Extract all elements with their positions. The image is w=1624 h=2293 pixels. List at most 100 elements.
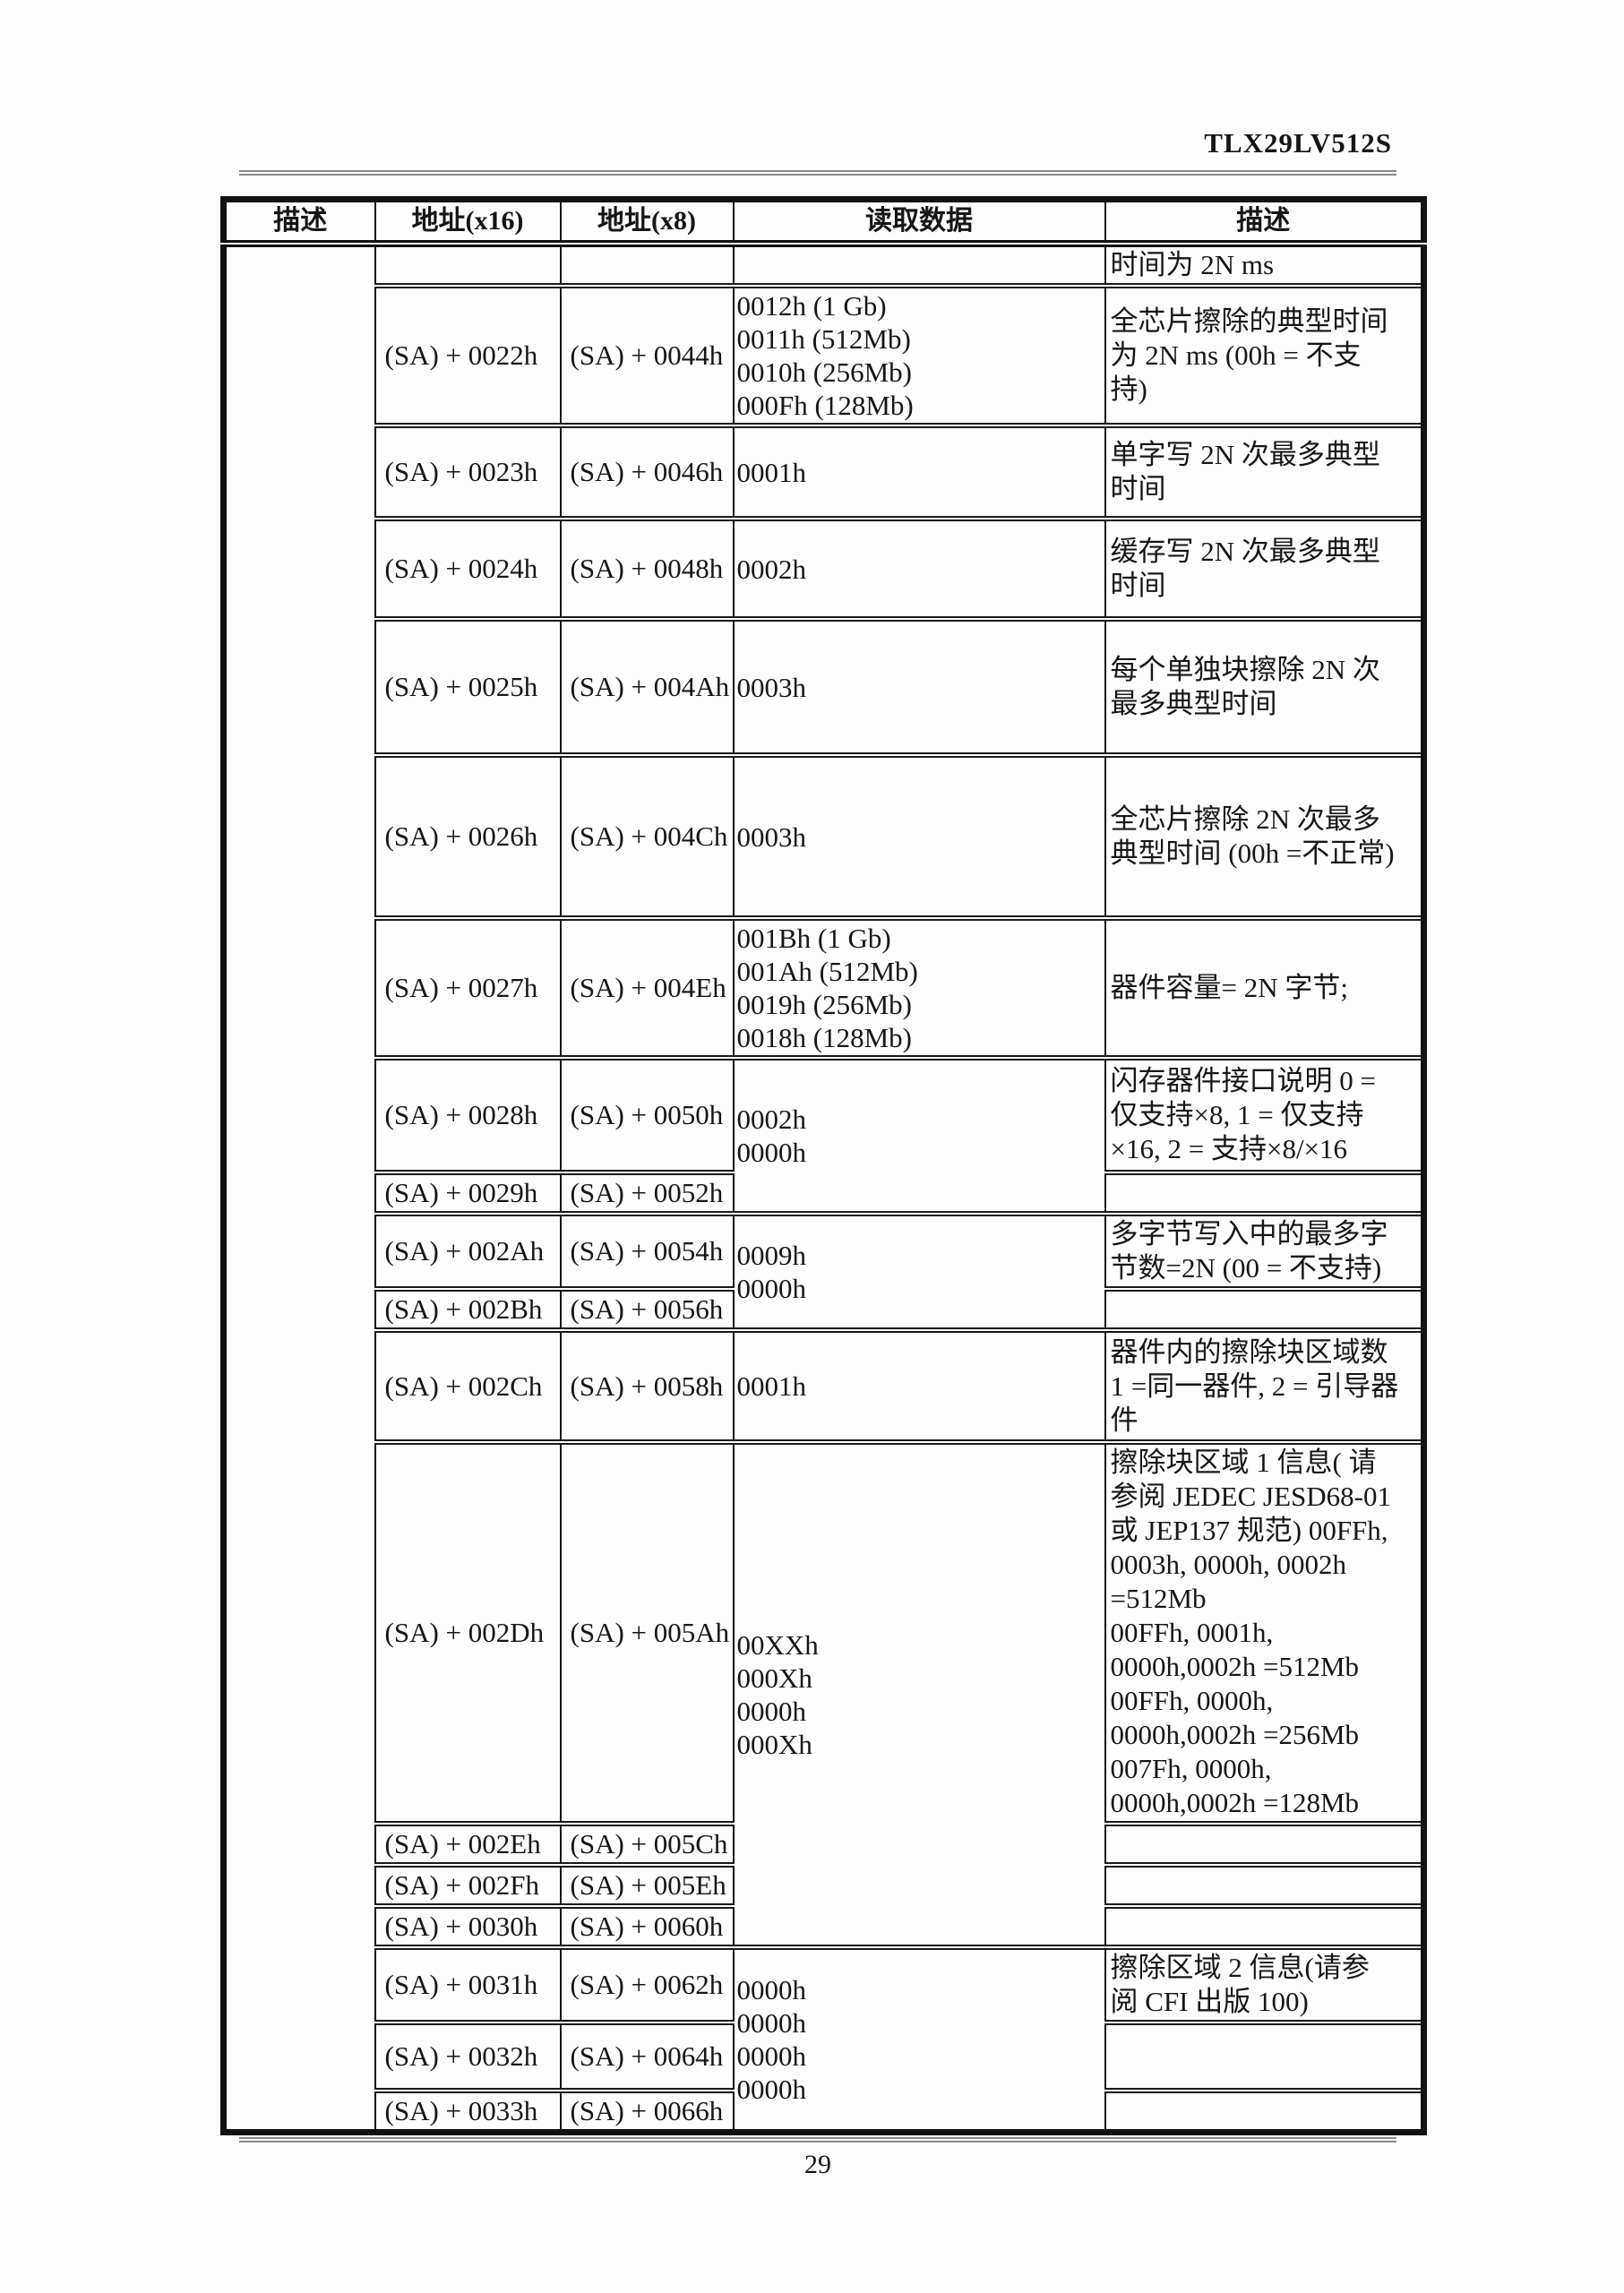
addr-x8-cell: (SA) + 005Ah [559, 1439, 735, 1826]
table-row: (SA) + 0027h (SA) + 004Eh 001Bh (1 Gb) 0… [224, 915, 1425, 1061]
table-row: (SA) + 0022h (SA) + 0044h 0012h (1 Gb) 0… [224, 283, 1425, 428]
table-row: (SA) + 002Bh (SA) + 0056h [224, 1286, 1425, 1333]
table-row: 时间为 2N ms [222, 241, 1425, 2135]
document-code: TLX29LV512S [1204, 127, 1392, 159]
description-cell [1104, 1821, 1425, 1868]
addr-x16-cell: (SA) + 002Ch [374, 1327, 562, 1445]
addr-x16-cell: (SA) + 0030h [374, 1903, 562, 1950]
addr-x16-cell [374, 241, 562, 288]
table-row: (SA) + 0024h (SA) + 0048h 0002h 缓存写 2N 次… [224, 516, 1425, 622]
read-data-cell: 0002h [732, 516, 1106, 622]
addr-x16-cell: (SA) + 0029h [374, 1170, 562, 1216]
addr-x16-cell: (SA) + 0031h [374, 1945, 562, 2025]
description-cell: 多字节写入中的最多字 节数=2N (00 = 不支持) [1104, 1211, 1425, 1292]
table-row: (SA) + 0025h (SA) + 004Ah 0003h 每个单独块擦除 … [224, 616, 1425, 758]
description-cell [1104, 1903, 1425, 1950]
footer-rule [239, 2137, 1396, 2143]
description-cell [1104, 2088, 1425, 2135]
description-cell: 擦除块区域 1 信息( 请 参阅 JEDEC JESD68-01 或 JEP13… [1104, 1439, 1425, 1826]
addr-x16-cell: (SA) + 002Fh [374, 1862, 562, 1909]
table-row: (SA) + 0028h (SA) + 0050h 0002h 0000h 闪存… [224, 1055, 1425, 1216]
addr-x8-cell: (SA) + 0054h [559, 1211, 735, 1292]
addr-x8-cell: (SA) + 0066h [559, 2088, 735, 2135]
addr-x8-cell: (SA) + 004Ah [559, 616, 735, 758]
column-header-desc-left: 描述 [222, 198, 376, 247]
read-data-cell: 0001h [732, 423, 1106, 521]
read-data-cell: 0009h 0000h [732, 1211, 1106, 1333]
table-row: (SA) + 0023h (SA) + 0046h 0001h 单字写 2N 次… [224, 423, 1425, 521]
table-row: (SA) + 002Fh (SA) + 005Eh [224, 1862, 1425, 1909]
left-description-cell [222, 241, 376, 2135]
addr-x8-cell: (SA) + 0060h [559, 1903, 735, 1950]
addr-x8-cell: (SA) + 004Ch [559, 752, 735, 921]
column-header-addr-x8: 地址(x8) [559, 198, 735, 247]
table-row: (SA) + 0033h (SA) + 0066h [224, 2088, 1425, 2135]
description-cell [1104, 2020, 1425, 2093]
addr-x16-cell: (SA) + 0032h [374, 2020, 562, 2093]
column-header-desc-right: 描述 [1104, 198, 1425, 247]
cfi-register-table: 描述 地址(x16) 地址(x8) 读取数据 描述 时间为 2N ms (SA)… [220, 196, 1427, 2135]
description-cell: 全芯片擦除的典型时间 为 2N ms (00h = 不支 持) [1104, 283, 1425, 428]
addr-x16-cell: (SA) + 0025h [374, 616, 562, 758]
addr-x16-cell: (SA) + 002Ah [374, 1211, 562, 1292]
addr-x16-cell: (SA) + 0028h [374, 1055, 562, 1175]
read-data-cell: 0002h 0000h [732, 1055, 1106, 1216]
addr-x16-cell: (SA) + 0024h [374, 516, 562, 622]
table-row: (SA) + 002Dh (SA) + 005Ah 00XXh 000Xh 00… [224, 1439, 1425, 1950]
description-cell [1104, 1286, 1425, 1333]
addr-x8-cell: (SA) + 005Ch [559, 1821, 735, 1868]
addr-x16-cell: (SA) + 0023h [374, 423, 562, 521]
column-header-addr-x16: 地址(x16) [374, 198, 562, 247]
description-cell: 时间为 2N ms [1104, 241, 1425, 288]
description-cell [1104, 1862, 1425, 1909]
addr-x8-cell: (SA) + 0064h [559, 2020, 735, 2093]
description-cell: 擦除区域 2 信息(请参 阅 CFI 出版 100) [1104, 1945, 1425, 2025]
addr-x16-cell: (SA) + 0033h [374, 2088, 562, 2135]
addr-x8-cell: (SA) + 0062h [559, 1945, 735, 2025]
table-row: (SA) + 0026h (SA) + 004Ch 0003h 全芯片擦除 2N… [224, 752, 1425, 921]
description-cell: 闪存器件接口说明 0 = 仅支持×8, 1 = 仅支持 ×16, 2 = 支持×… [1104, 1055, 1425, 1175]
addr-x16-cell: (SA) + 002Eh [374, 1821, 562, 1868]
addr-x16-cell: (SA) + 0027h [374, 915, 562, 1061]
read-data-cell: 0003h [732, 752, 1106, 921]
description-cell: 每个单独块擦除 2N 次 最多典型时间 [1104, 616, 1425, 758]
read-data-cell: 0012h (1 Gb) 0011h (512Mb) 0010h (256Mb)… [732, 283, 1106, 428]
read-data-cell: 0000h 0000h 0000h 0000h [732, 1945, 1106, 2135]
addr-x8-cell: (SA) + 004Eh [559, 915, 735, 1061]
addr-x8-cell: (SA) + 0058h [559, 1327, 735, 1445]
addr-x8-cell [559, 241, 735, 288]
addr-x8-cell: (SA) + 0052h [559, 1170, 735, 1216]
read-data-cell: 0003h [732, 616, 1106, 758]
addr-x16-cell: (SA) + 002Bh [374, 1286, 562, 1333]
table-row: (SA) + 002Ch (SA) + 0058h 0001h 器件内的擦除块区… [224, 1327, 1425, 1445]
read-data-cell [732, 241, 1106, 288]
read-data-cell: 001Bh (1 Gb) 001Ah (512Mb) 0019h (256Mb)… [732, 915, 1106, 1061]
table-row: (SA) + 002Ah (SA) + 0054h 0009h 0000h 多字… [224, 1211, 1425, 1333]
addr-x8-cell: (SA) + 0050h [559, 1055, 735, 1175]
addr-x8-cell: (SA) + 0044h [559, 283, 735, 428]
description-cell: 单字写 2N 次最多典型 时间 [1104, 423, 1425, 521]
addr-x16-cell: (SA) + 002Dh [374, 1439, 562, 1826]
addr-x8-cell: (SA) + 0056h [559, 1286, 735, 1333]
addr-x8-cell: (SA) + 005Eh [559, 1862, 735, 1909]
addr-x8-cell: (SA) + 0048h [559, 516, 735, 622]
read-data-cell: 0001h [732, 1327, 1106, 1445]
read-data-cell: 00XXh 000Xh 0000h 000Xh [732, 1439, 1106, 1950]
description-cell: 缓存写 2N 次最多典型 时间 [1104, 516, 1425, 622]
column-header-read-data: 读取数据 [732, 198, 1106, 247]
table-row: (SA) + 0030h (SA) + 0060h [224, 1903, 1425, 1950]
table-header-row: 描述 地址(x16) 地址(x8) 读取数据 描述 [222, 198, 1425, 247]
description-cell: 器件内的擦除块区域数 1 =同一器件, 2 = 引导器 件 [1104, 1327, 1425, 1445]
addr-x16-cell: (SA) + 0022h [374, 283, 562, 428]
page-number: 29 [804, 2150, 831, 2179]
description-cell [1104, 1170, 1425, 1216]
description-cell: 器件容量= 2N 字节; [1104, 915, 1425, 1061]
addr-x16-cell: (SA) + 0026h [374, 752, 562, 921]
table-row: (SA) + 002Eh (SA) + 005Ch [224, 1821, 1425, 1868]
table-row: (SA) + 0032h (SA) + 0064h [224, 2020, 1425, 2093]
description-cell: 全芯片擦除 2N 次最多 典型时间 (00h =不正常) [1104, 752, 1425, 921]
addr-x8-cell: (SA) + 0046h [559, 423, 735, 521]
table-row: (SA) + 0029h (SA) + 0052h [224, 1170, 1425, 1216]
header-rule [239, 170, 1396, 176]
table-row: (SA) + 0031h (SA) + 0062h 0000h 0000h 00… [224, 1945, 1425, 2135]
